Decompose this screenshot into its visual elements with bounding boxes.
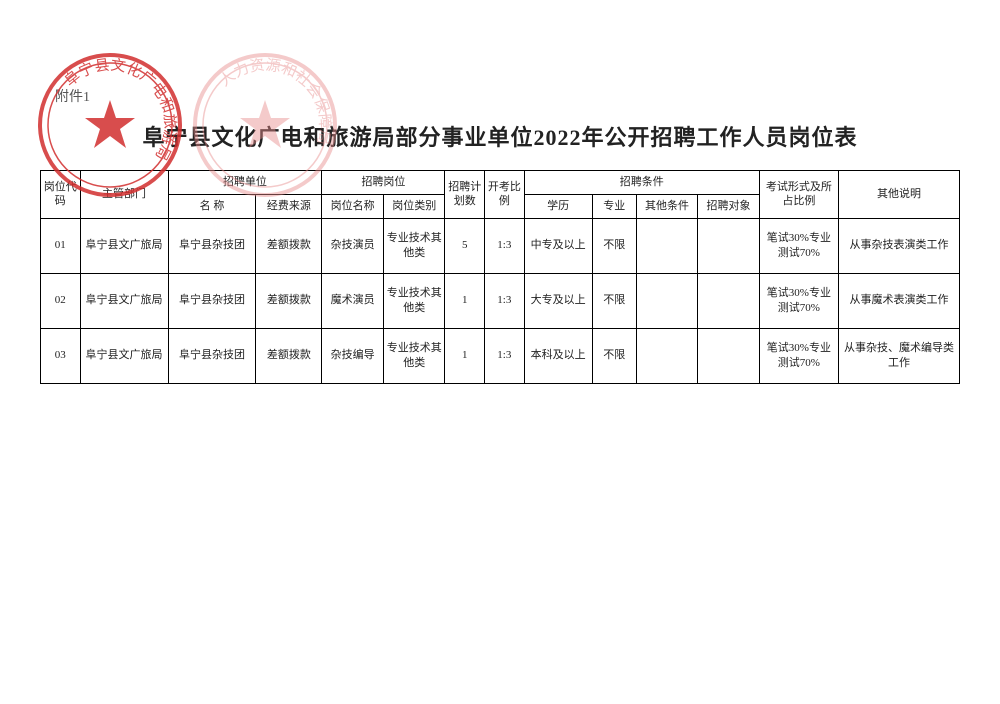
cell-dept: 阜宁县文广旅局 (80, 328, 168, 383)
cell-major: 不限 (592, 328, 636, 383)
cell-code: 03 (41, 328, 81, 383)
table-body: 01阜宁县文广旅局阜宁县杂技团差额拨款杂技演员专业技术其他类51:3中专及以上不… (41, 218, 960, 383)
th-post-type: 岗位类别 (383, 194, 445, 218)
cell-plan: 1 (445, 328, 485, 383)
cell-other_cond (636, 273, 698, 328)
cell-dept: 阜宁县文广旅局 (80, 218, 168, 273)
cell-plan: 5 (445, 218, 485, 273)
cell-post_type: 专业技术其他类 (383, 328, 445, 383)
cell-unit_name: 阜宁县杂技团 (168, 273, 256, 328)
cell-remark: 从事杂技表演类工作 (838, 218, 959, 273)
cell-edu: 中专及以上 (524, 218, 592, 273)
th-remark: 其他说明 (838, 171, 959, 219)
cell-code: 02 (41, 273, 81, 328)
cell-exam: 笔试30%专业测试70% (759, 273, 838, 328)
th-target: 招聘对象 (698, 194, 760, 218)
cell-other_cond (636, 218, 698, 273)
th-unit-group: 招聘单位 (168, 171, 322, 195)
cell-ratio: 1:3 (485, 328, 525, 383)
cell-target (698, 218, 760, 273)
table-header: 岗位代码 主管部门 招聘单位 招聘岗位 招聘计划数 开考比例 招聘条件 考试形式… (41, 171, 960, 219)
cell-major: 不限 (592, 218, 636, 273)
th-dept: 主管部门 (80, 171, 168, 219)
table-row: 02阜宁县文广旅局阜宁县杂技团差额拨款魔术演员专业技术其他类11:3大专及以上不… (41, 273, 960, 328)
cell-post_type: 专业技术其他类 (383, 218, 445, 273)
th-other-cond: 其他条件 (636, 194, 698, 218)
th-code: 岗位代码 (41, 171, 81, 219)
job-table: 岗位代码 主管部门 招聘单位 招聘岗位 招聘计划数 开考比例 招聘条件 考试形式… (40, 170, 960, 384)
th-post-group: 招聘岗位 (322, 171, 445, 195)
cell-remark: 从事魔术表演类工作 (838, 273, 959, 328)
cell-ratio: 1:3 (485, 273, 525, 328)
cell-major: 不限 (592, 273, 636, 328)
cell-post_name: 魔术演员 (322, 273, 384, 328)
cell-fund: 差额拨款 (256, 273, 322, 328)
th-post-name: 岗位名称 (322, 194, 384, 218)
cell-unit_name: 阜宁县杂技团 (168, 218, 256, 273)
cell-edu: 大专及以上 (524, 273, 592, 328)
cell-target (698, 328, 760, 383)
th-cond-group: 招聘条件 (524, 171, 759, 195)
th-major: 专业 (592, 194, 636, 218)
cell-unit_name: 阜宁县杂技团 (168, 328, 256, 383)
cell-ratio: 1:3 (485, 218, 525, 273)
th-unit-name: 名 称 (168, 194, 256, 218)
th-fund: 经费来源 (256, 194, 322, 218)
cell-exam: 笔试30%专业测试70% (759, 218, 838, 273)
cell-exam: 笔试30%专业测试70% (759, 328, 838, 383)
th-edu: 学历 (524, 194, 592, 218)
table-row: 03阜宁县文广旅局阜宁县杂技团差额拨款杂技编导专业技术其他类11:3本科及以上不… (41, 328, 960, 383)
th-exam: 考试形式及所占比例 (759, 171, 838, 219)
attachment-label: 附件1 (55, 86, 90, 106)
cell-post_name: 杂技演员 (322, 218, 384, 273)
page: 附件1 阜宁县文化广电和旅游局 人力资源和社会保障局 (0, 0, 1000, 704)
cell-post_type: 专业技术其他类 (383, 273, 445, 328)
cell-edu: 本科及以上 (524, 328, 592, 383)
cell-dept: 阜宁县文广旅局 (80, 273, 168, 328)
th-plan: 招聘计划数 (445, 171, 485, 219)
cell-remark: 从事杂技、魔术编导类工作 (838, 328, 959, 383)
table-row: 01阜宁县文广旅局阜宁县杂技团差额拨款杂技演员专业技术其他类51:3中专及以上不… (41, 218, 960, 273)
th-ratio: 开考比例 (485, 171, 525, 219)
cell-fund: 差额拨款 (256, 218, 322, 273)
cell-fund: 差额拨款 (256, 328, 322, 383)
cell-code: 01 (41, 218, 81, 273)
page-title: 阜宁县文化广电和旅游局部分事业单位2022年公开招聘工作人员岗位表 (40, 120, 960, 152)
cell-post_name: 杂技编导 (322, 328, 384, 383)
cell-target (698, 273, 760, 328)
cell-plan: 1 (445, 273, 485, 328)
cell-other_cond (636, 328, 698, 383)
